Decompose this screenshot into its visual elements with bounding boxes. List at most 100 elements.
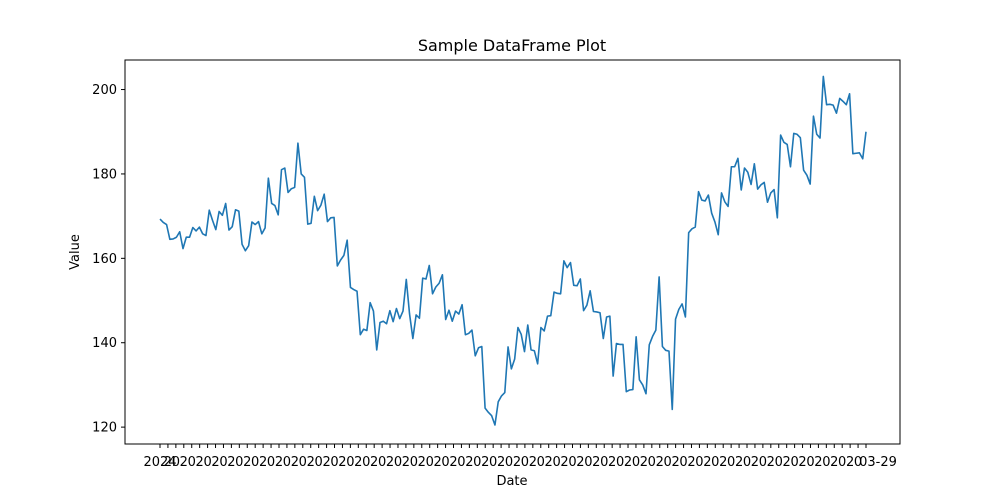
x-tick-label: 2 — [433, 455, 441, 470]
x-tick-label: 2 — [656, 455, 664, 470]
x-tick-label: 2 — [814, 455, 822, 470]
x-tick-label: 0 — [219, 455, 227, 470]
x-tick-label: 0 — [838, 455, 846, 470]
x-tick-label: 2 — [545, 455, 553, 470]
y-tick-label: 200 — [92, 83, 117, 98]
x-tick-label: 2 — [402, 455, 410, 470]
y-tick-label: 160 — [92, 252, 117, 267]
x-tick-label: 2 — [560, 455, 568, 470]
x-tick-label: 2 — [291, 455, 299, 470]
x-tick-label: 2 — [370, 455, 378, 470]
x-tick-label: 0 — [330, 455, 338, 470]
x-tick-label: 0 — [711, 455, 719, 470]
x-tick-label: 2 — [703, 455, 711, 470]
x-tick-label: 0 — [283, 455, 291, 470]
x-tick-label: 0 — [743, 455, 751, 470]
x-tick-label: 0 — [727, 455, 735, 470]
x-tick-label: 2 — [465, 455, 473, 470]
y-axis: 120 140 160 180 200 — [92, 83, 125, 436]
x-tick-label: 0 — [473, 455, 481, 470]
x-tick-label: 0 — [441, 455, 449, 470]
x-tick-label: 2 — [830, 455, 838, 470]
x-tick-label: 0 — [584, 455, 592, 470]
x-tick-label: 0 — [378, 455, 386, 470]
x-tick-label: 2 — [798, 455, 806, 470]
x-tick-label: 0 — [759, 455, 767, 470]
x-tick-label: 0 — [457, 455, 465, 470]
x-tick-label-first: 2024 — [143, 455, 176, 470]
x-tick-label: 2 — [275, 455, 283, 470]
x-tick-label: 2 — [846, 455, 854, 470]
x-tick-label: 2 — [211, 455, 219, 470]
x-tick-label: 0 — [505, 455, 513, 470]
x-tick-label: 0 — [790, 455, 798, 470]
x-axis-label: Date — [496, 474, 527, 489]
x-tick-label: 2 — [783, 455, 791, 470]
x-tick-label: 0 — [632, 455, 640, 470]
y-tick-label: 120 — [92, 421, 117, 436]
x-tick-label: 2 — [592, 455, 600, 470]
x-tick-label: 2 — [481, 455, 489, 470]
y-tick-label: 180 — [92, 167, 117, 182]
x-tick-label: 2 — [180, 455, 188, 470]
x-tick-label: 2 — [338, 455, 346, 470]
x-tick-label: 0 — [600, 455, 608, 470]
x-tick-label: 0 — [235, 455, 243, 470]
x-tick-label: 0 — [822, 455, 830, 470]
x-tick-label: 0 — [315, 455, 323, 470]
x-tick-label: 2 — [751, 455, 759, 470]
x-tick-label: 0 — [188, 455, 196, 470]
x-tick-label: 0 — [679, 455, 687, 470]
x-tick-label: 0 — [648, 455, 656, 470]
x-tick-label: 0 — [854, 455, 862, 470]
series-line — [159, 75, 867, 426]
x-tick-label: 2 — [243, 455, 251, 470]
x-tick-label: 0 — [251, 455, 259, 470]
x-tick-label: 0 — [537, 455, 545, 470]
x-tick-label: 0 — [362, 455, 370, 470]
x-tick-label: 2 — [640, 455, 648, 470]
x-tick-label: 2 — [449, 455, 457, 470]
y-axis-label: Value — [68, 234, 83, 270]
x-tick-label-last: 03-29 — [859, 455, 897, 470]
x-tick-label: 2 — [671, 455, 679, 470]
x-tick-label: 2 — [497, 455, 505, 470]
x-tick-label: 0 — [394, 455, 402, 470]
x-tick-label: 2 — [307, 455, 315, 470]
x-tick-label: 0 — [267, 455, 275, 470]
y-tick-label: 140 — [92, 336, 117, 351]
x-tick-label: 2 — [259, 455, 267, 470]
x-tick-label: 2 — [513, 455, 521, 470]
x-tick-label: 2 — [227, 455, 235, 470]
x-tick-label: 0 — [346, 455, 354, 470]
x-tick-label: 0 — [521, 455, 529, 470]
x-tick-label: 0 — [568, 455, 576, 470]
x-tick-label: 2 — [196, 455, 204, 470]
x-tick-label: 0 — [664, 455, 672, 470]
x-tick-label: 0 — [806, 455, 814, 470]
x-tick-label: 2 — [386, 455, 394, 470]
chart-title: Sample DataFrame Plot — [418, 36, 606, 55]
x-tick-label: 2 — [164, 455, 172, 470]
x-tick-label: 2 — [322, 455, 330, 470]
x-tick-label: 2 — [624, 455, 632, 470]
x-tick-label: 2 — [529, 455, 537, 470]
x-tick-label: 0 — [410, 455, 418, 470]
x-tick-label: 0 — [426, 455, 434, 470]
x-tick-label: 2 — [719, 455, 727, 470]
x-tick-label: 0 — [695, 455, 703, 470]
x-tick-label: 0 — [299, 455, 307, 470]
x-tick-label: 2 — [735, 455, 743, 470]
x-tick-label: 0 — [775, 455, 783, 470]
plot-area — [159, 75, 867, 426]
x-tick-label: 0 — [172, 455, 180, 470]
x-tick-label: 2 — [687, 455, 695, 470]
x-tick-label: 2 — [608, 455, 616, 470]
x-tick-label: 2 — [767, 455, 775, 470]
x-tick-label: 0 — [616, 455, 624, 470]
x-tick-label: 2 — [576, 455, 584, 470]
x-tick-label: 0 — [552, 455, 560, 470]
x-tick-label: 2 — [354, 455, 362, 470]
